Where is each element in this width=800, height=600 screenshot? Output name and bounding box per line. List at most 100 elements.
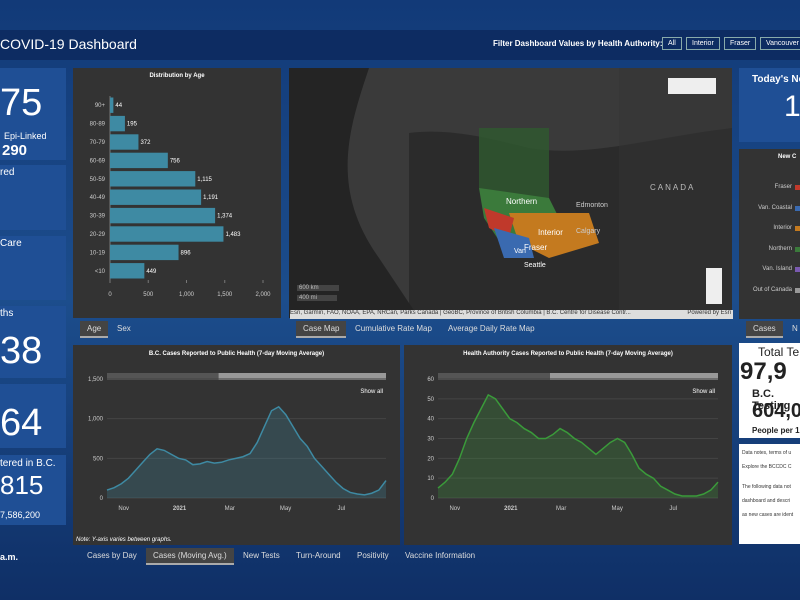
x-tick-label: Jul (669, 506, 677, 512)
data-label: 756 (170, 158, 181, 164)
legend-swatch (795, 226, 800, 231)
tests-panel (739, 343, 800, 438)
data-label: 1,115 (197, 177, 212, 183)
panel (0, 236, 66, 300)
tab[interactable]: Cumulative Rate Map (355, 324, 432, 333)
bar (110, 134, 139, 150)
filter-button[interactable]: Vancouver C (760, 37, 800, 50)
data-label: 1,374 (217, 214, 233, 220)
x-tick-label: 2021 (173, 506, 187, 512)
tab[interactable]: Positivity (357, 551, 389, 560)
title: COVID-19 Dashboard (0, 36, 137, 52)
tab[interactable]: Age (80, 321, 109, 338)
value: 1 (784, 90, 800, 123)
map-label: Northern (506, 197, 538, 206)
map-tools[interactable] (668, 78, 716, 94)
note-text: The following data not (742, 484, 791, 490)
value: 38 (0, 330, 43, 372)
filter-button[interactable]: Fraser (724, 37, 757, 50)
bar (110, 244, 179, 261)
label: People per 1,0 (752, 426, 800, 435)
value: 75 (0, 82, 43, 124)
value: 97,9 (740, 358, 787, 385)
note: Note: Y-axis varies between graphs. (76, 537, 172, 543)
panel (739, 68, 800, 142)
map-label: Calgary (576, 228, 601, 235)
y-tick-label: 1,500 (88, 377, 104, 383)
map-shapes (289, 68, 732, 318)
zoom[interactable] (706, 268, 722, 304)
tab[interactable]: N (792, 324, 798, 333)
area (438, 394, 718, 498)
tab[interactable]: Case Map (296, 321, 347, 338)
chart-title: Health Authority Cases Reported to Publi… (463, 351, 673, 357)
show-all: Show all (360, 389, 383, 395)
label: Care (0, 238, 22, 249)
tab[interactable]: Cases (Moving Avg.) (146, 548, 234, 565)
data-label: 195 (127, 122, 138, 128)
range-slider-fill (550, 373, 718, 380)
panel (0, 165, 66, 230)
legend-swatch (795, 267, 800, 272)
y-tick-label: 10 (427, 476, 434, 482)
panel (0, 306, 66, 378)
legend-swatch (795, 246, 800, 252)
age-chart: Distribution by Age 0 500 1,000 1,500 2,000 90… (90, 73, 272, 298)
note-text: Explore the BCCDC C (742, 464, 792, 470)
note-text: as new cases are ident (742, 512, 794, 518)
data-label: 449 (146, 269, 157, 275)
powered: Powered by Esri (687, 310, 731, 316)
x-tick-label: May (612, 506, 623, 512)
y-tick-label: 70-79 (90, 140, 106, 146)
bc-chart: B.C. Cases Reported to Public Health (7-… (88, 351, 387, 512)
tab[interactable]: Cases (746, 321, 783, 338)
x-tick-label: 2,000 (255, 292, 271, 298)
bar (110, 152, 168, 169)
legend-label: Fraser (774, 184, 792, 190)
bar (110, 115, 125, 132)
x-tick-label: 1,500 (217, 292, 233, 298)
y-tick-label: <10 (95, 269, 106, 275)
y-tick-label: 30 (427, 437, 434, 443)
tab[interactable]: Vaccine Information (405, 551, 476, 560)
data-label: 896 (181, 250, 192, 256)
note-text: dashboard and descri (742, 498, 791, 504)
note-text: Data notes, terms of u (742, 450, 792, 456)
scale: 400 mi (297, 295, 338, 301)
legend-swatch (795, 205, 800, 211)
filter-button[interactable]: All (662, 37, 682, 50)
x-tick-label: May (280, 506, 291, 512)
y-tick-label: 50 (427, 397, 434, 403)
line (106, 405, 387, 496)
tab[interactable]: New Tests (243, 551, 280, 560)
label: 7,586,200 (0, 510, 41, 520)
y-tick-label: 60-69 (90, 158, 106, 164)
attribution-text: Esri, Garmin, FAO, NOAA, EPA, NRCan, Par… (290, 310, 631, 316)
x-tick-label: Nov (449, 506, 460, 512)
show-all: Show all (692, 389, 715, 395)
map-label: Interior (538, 228, 563, 237)
y-tick-label: 20-29 (90, 232, 106, 238)
tab[interactable]: Sex (117, 324, 131, 333)
x-tick-label: Jul (338, 506, 346, 512)
y-tick-label: 0 (431, 496, 435, 502)
tab[interactable]: Cases by Day (87, 551, 137, 560)
tab[interactable]: Turn-Around (296, 551, 341, 560)
map (289, 68, 732, 318)
tab[interactable]: Average Daily Rate Map (448, 324, 535, 333)
y-tick-label: 40-49 (90, 195, 106, 201)
label: Total Te (758, 345, 800, 359)
legend-label: Out of Canada (752, 286, 792, 293)
x-tick-label: 2021 (504, 506, 518, 512)
y-tick-label: 500 (93, 456, 104, 462)
scale: 600 km (297, 285, 339, 291)
legend-label: Northern (768, 245, 792, 252)
y-tick-label: 0 (100, 496, 104, 502)
filter-label: Filter Dashboard Values by Health Author… (493, 39, 663, 48)
x-tick-label: Nov (118, 506, 129, 512)
bar (110, 226, 224, 242)
ha-chart: Health Authority Cases Reported to Publi… (427, 351, 719, 512)
filter-button[interactable]: Interior (686, 37, 720, 50)
map-label: Fraser (524, 243, 548, 252)
